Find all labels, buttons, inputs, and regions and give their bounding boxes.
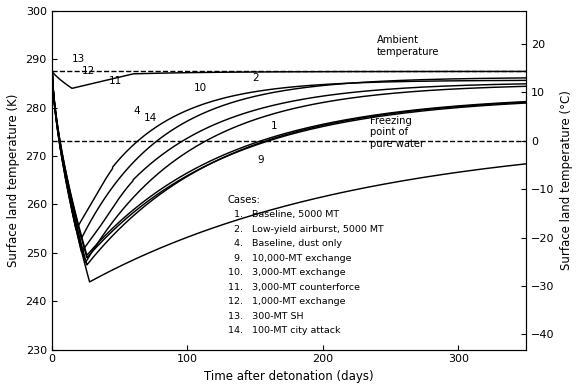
Text: 4: 4 [133, 106, 140, 115]
Text: 4.   Baseline, dust only: 4. Baseline, dust only [228, 239, 342, 248]
Text: 2.   Low-yield airburst, 5000 MT: 2. Low-yield airburst, 5000 MT [228, 225, 383, 234]
Text: 9: 9 [258, 155, 264, 165]
X-axis label: Time after detonation (days): Time after detonation (days) [204, 370, 374, 383]
Text: 13.   300-MT SH: 13. 300-MT SH [228, 312, 303, 321]
Text: 10: 10 [194, 83, 207, 93]
Text: 9.   10,000-MT exchange: 9. 10,000-MT exchange [228, 254, 351, 263]
Text: 11: 11 [108, 76, 122, 85]
Text: 10.   3,000-MT exchange: 10. 3,000-MT exchange [228, 268, 346, 277]
Text: Cases:: Cases: [228, 195, 261, 205]
Text: 14: 14 [144, 113, 157, 123]
Text: 12.   1,000-MT exchange: 12. 1,000-MT exchange [228, 298, 345, 307]
Y-axis label: Surface land temperature (K): Surface land temperature (K) [7, 94, 20, 267]
Text: 13: 13 [72, 54, 85, 64]
Text: 2: 2 [252, 73, 259, 83]
Text: Freezing
point of
pure water: Freezing point of pure water [370, 116, 425, 149]
Text: 1: 1 [271, 122, 278, 131]
Text: 11.   3,000-MT counterforce: 11. 3,000-MT counterforce [228, 283, 360, 292]
Y-axis label: Surface land temperature (°C): Surface land temperature (°C) [560, 90, 573, 270]
Text: 14.   100-MT city attack: 14. 100-MT city attack [228, 326, 340, 335]
Text: Ambient
temperature: Ambient temperature [377, 35, 440, 57]
Text: 1.   Baseline, 5000 MT: 1. Baseline, 5000 MT [228, 210, 339, 219]
Text: 12: 12 [81, 66, 95, 76]
